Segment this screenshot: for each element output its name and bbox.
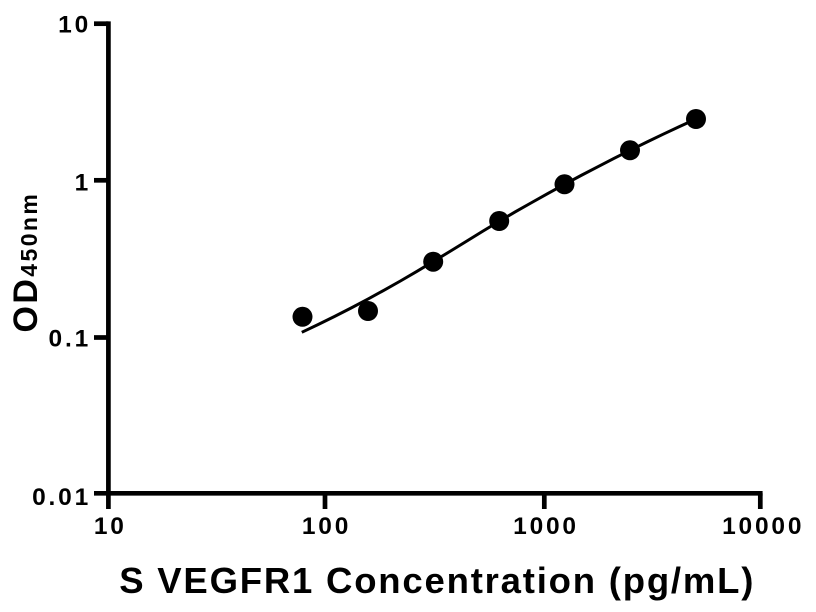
svg-text:0.1: 0.1 bbox=[49, 326, 91, 353]
svg-text:10000: 10000 bbox=[722, 513, 804, 540]
svg-text:10: 10 bbox=[58, 12, 91, 39]
svg-text:1000: 1000 bbox=[513, 513, 579, 540]
svg-text:S VEGFR1 Concentration (pg/mL): S VEGFR1 Concentration (pg/mL) bbox=[119, 560, 755, 601]
svg-text:10: 10 bbox=[94, 513, 127, 540]
svg-text:100: 100 bbox=[302, 513, 351, 540]
svg-text:1: 1 bbox=[75, 169, 91, 196]
svg-text:0.01: 0.01 bbox=[32, 484, 91, 511]
